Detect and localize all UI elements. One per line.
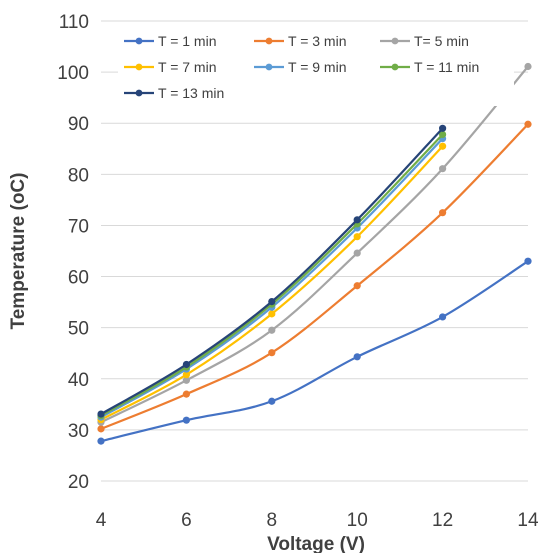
y-tick-label-60: 60 (68, 268, 89, 289)
data-point-4-2 (182, 371, 190, 379)
x-tick-label-10: 10 (347, 510, 368, 531)
legend-item-3: T= 5 min (380, 33, 469, 49)
data-series (97, 62, 532, 445)
x-tick-label-8: 8 (267, 510, 278, 531)
y-tick-label-20: 20 (68, 472, 89, 493)
legend-swatch-marker-6 (391, 63, 399, 71)
x-tick-label-12: 12 (432, 510, 453, 531)
y-tick-label-90: 90 (68, 114, 89, 135)
legend-label-6: T = 11 min (414, 59, 479, 75)
x-axis-title: Voltage (V) (267, 534, 365, 553)
data-point-1-3 (268, 397, 276, 405)
data-point-6-5 (439, 130, 447, 139)
x-tick-label-6: 6 (181, 510, 192, 531)
data-point-1-6 (524, 257, 532, 265)
data-point-4-3 (268, 310, 276, 318)
data-point-7-1 (97, 410, 105, 418)
series-2 (97, 120, 532, 433)
legend-label-5: T = 9 min (288, 59, 347, 75)
y-axis-title: Temperature (oC) (8, 173, 29, 330)
data-point-1-4 (353, 353, 361, 361)
series-line-5 (99, 137, 444, 419)
data-point-4-4 (353, 233, 361, 241)
data-point-1-2 (182, 416, 190, 424)
legend-label-1: T = 1 min (158, 33, 217, 49)
legend-swatch-marker-4 (135, 63, 143, 71)
legend: T = 1 min T = 3 min T= 5 min T = 7 min T = 9… (118, 28, 514, 106)
data-point-7-4 (353, 216, 361, 224)
data-point-3-6 (524, 62, 532, 71)
legend-item-5: T = 9 min (254, 59, 347, 75)
legend-swatch-marker-1 (135, 37, 143, 45)
data-point-2-2 (182, 390, 190, 398)
series-5 (97, 134, 447, 421)
data-point-1-1 (97, 437, 105, 445)
data-point-2-5 (439, 209, 447, 217)
legend-swatch-marker-7 (135, 89, 143, 97)
legend-label-2: T = 3 min (288, 33, 347, 49)
y-tick-label-30: 30 (68, 421, 89, 442)
legend-item-2: T = 3 min (254, 33, 347, 49)
series-7 (97, 124, 447, 418)
data-point-3-4 (353, 249, 361, 257)
legend-swatch-marker-3 (391, 37, 399, 45)
data-point-2-6 (524, 120, 532, 128)
legend-label-7: T = 13 min (158, 85, 224, 101)
tick-labels: 20 30 40 50 60 70 80 90 100 110 4 6 8 10 12 14 (57, 12, 539, 531)
series-3 (97, 62, 532, 426)
series-1 (97, 257, 532, 445)
legend-item-4: T = 7 min (124, 59, 217, 75)
data-point-7-3 (268, 298, 276, 306)
data-point-2-4 (353, 282, 361, 290)
x-tick-label-14: 14 (517, 510, 539, 531)
series-line-7 (99, 127, 444, 416)
y-tick-label-50: 50 (68, 319, 89, 340)
legend-item-1: T = 1 min (124, 33, 217, 49)
series-line-6 (99, 133, 444, 417)
data-point-3-2 (182, 376, 190, 384)
series-line-3 (99, 65, 530, 424)
y-tick-label-80: 80 (68, 165, 89, 186)
data-point-4-5 (439, 142, 447, 150)
data-point-3-5 (439, 165, 447, 173)
y-tick-label-100: 100 (57, 63, 89, 84)
legend-label-3: T= 5 min (414, 33, 469, 49)
y-tick-label-110: 110 (59, 12, 89, 33)
series-line-1 (99, 260, 530, 443)
legend-background (118, 28, 514, 106)
data-point-2-3 (268, 349, 276, 357)
data-point-3-3 (268, 326, 276, 334)
legend-item-6: T = 11 min (380, 59, 479, 75)
data-point-1-5 (439, 313, 447, 321)
legend-label-4: T = 7 min (158, 59, 217, 75)
y-tick-label-40: 40 (68, 370, 89, 391)
data-point-7-5 (439, 124, 447, 132)
x-tick-label-4: 4 (96, 510, 107, 531)
data-point-7-2 (182, 360, 190, 369)
legend-swatch-marker-5 (265, 63, 273, 71)
data-point-2-1 (97, 425, 105, 433)
legend-swatch-marker-2 (265, 37, 273, 45)
y-tick-label-70: 70 (68, 216, 89, 237)
legend-item-7: T = 13 min (124, 85, 224, 101)
